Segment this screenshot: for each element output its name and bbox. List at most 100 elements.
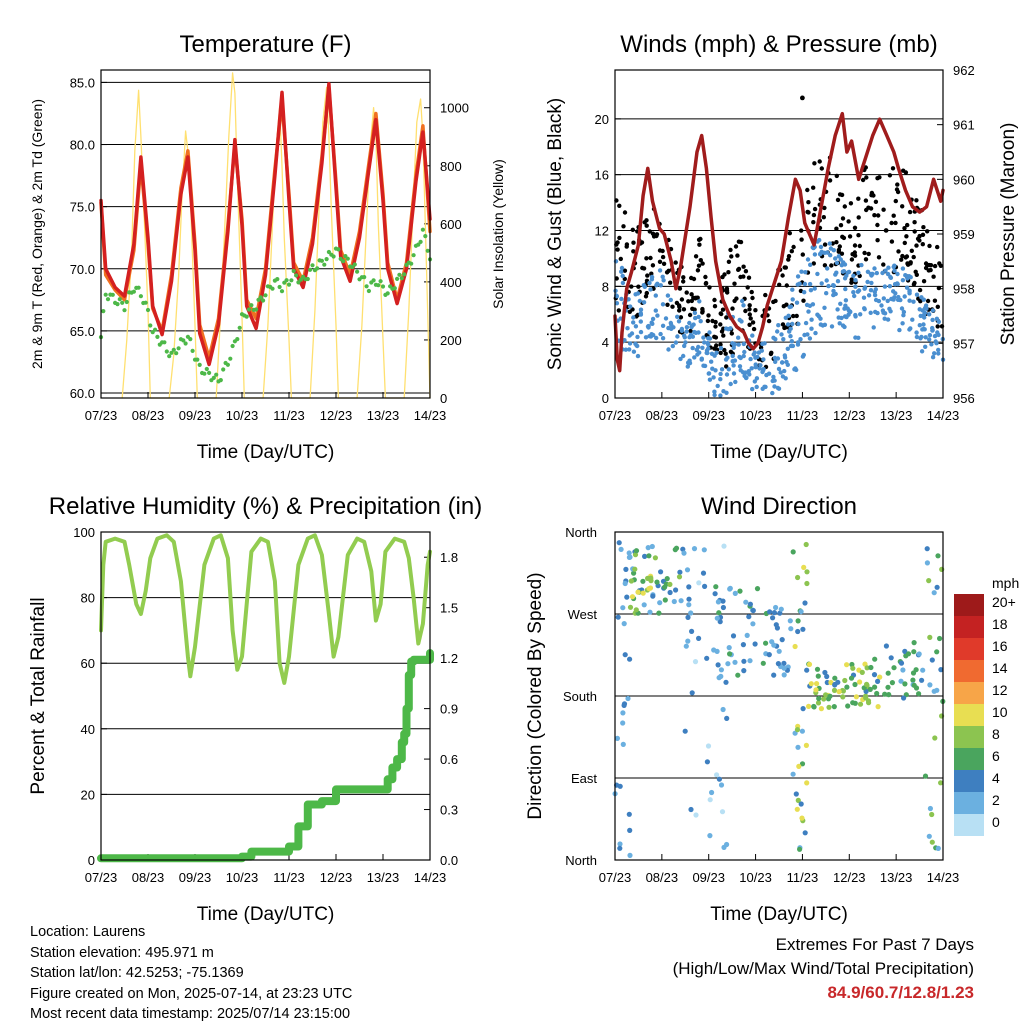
wind-point bbox=[930, 355, 936, 360]
direction-point bbox=[929, 839, 935, 845]
direction-point bbox=[811, 704, 817, 710]
gust-point bbox=[834, 173, 839, 179]
direction-point bbox=[685, 638, 691, 644]
gust-point bbox=[805, 187, 810, 193]
wind-point bbox=[818, 322, 823, 327]
t2m-line bbox=[99, 81, 432, 367]
wind-point bbox=[785, 362, 790, 367]
gust-point bbox=[763, 292, 768, 298]
dewpoint-point bbox=[277, 284, 282, 290]
wind-point bbox=[785, 346, 790, 351]
x-tick-label: 10/23 bbox=[739, 408, 772, 423]
gust-point bbox=[687, 312, 693, 318]
colorbar-label: 8 bbox=[992, 726, 1000, 742]
wind-point bbox=[676, 319, 682, 324]
gust-point bbox=[791, 313, 796, 319]
wind-point bbox=[696, 344, 701, 350]
wind-point bbox=[719, 367, 725, 372]
gust-point bbox=[840, 234, 845, 239]
direction-point bbox=[844, 684, 850, 690]
dewpoint-point bbox=[176, 346, 181, 351]
dewpoint-point bbox=[246, 307, 252, 312]
wind-point bbox=[693, 315, 698, 321]
wind-point bbox=[650, 316, 656, 322]
wind-point bbox=[833, 291, 838, 297]
direction-point bbox=[676, 574, 683, 580]
wind-point bbox=[842, 262, 848, 267]
direction-point bbox=[818, 706, 825, 712]
dewpoint-point bbox=[392, 286, 397, 291]
y2-tick-label: 957 bbox=[953, 336, 975, 351]
x-tick-label: 13/23 bbox=[367, 870, 400, 885]
panel-title: Temperature (F) bbox=[179, 31, 351, 58]
gust-point bbox=[724, 286, 730, 291]
direction-point bbox=[865, 698, 872, 704]
wind-point bbox=[787, 329, 792, 334]
y-tick-label: 0 bbox=[602, 391, 609, 406]
direction-point bbox=[635, 589, 641, 595]
direction-point bbox=[916, 691, 922, 697]
direction-point bbox=[835, 679, 841, 685]
y2-tick-label: 960 bbox=[953, 172, 975, 187]
wind-point bbox=[771, 374, 776, 380]
direction-point bbox=[713, 584, 719, 590]
direction-point bbox=[832, 675, 838, 681]
wind-point bbox=[690, 345, 695, 351]
dewpoint-point bbox=[214, 372, 219, 377]
wind-point bbox=[788, 343, 794, 349]
direction-point bbox=[633, 548, 640, 554]
direction-point bbox=[744, 632, 750, 639]
wind-point bbox=[645, 324, 651, 329]
direction-point bbox=[902, 648, 908, 655]
wind-point bbox=[822, 322, 828, 327]
y2-axis-label: Station Pressure (Maroon) bbox=[998, 123, 1019, 346]
x-tick-label: 13/23 bbox=[880, 870, 913, 885]
gust-point bbox=[862, 250, 867, 256]
direction-point bbox=[615, 614, 621, 620]
direction-point bbox=[720, 706, 726, 713]
wind-point bbox=[905, 276, 910, 281]
wind-point bbox=[629, 331, 635, 336]
wind-point bbox=[775, 356, 781, 361]
wind-point bbox=[907, 327, 912, 332]
y2-tick-label: 0.6 bbox=[440, 752, 458, 767]
direction-point bbox=[898, 678, 904, 684]
direction-point bbox=[797, 846, 803, 852]
wind-point bbox=[709, 351, 715, 356]
dewpoint-point bbox=[197, 362, 202, 367]
colorbar-swatch bbox=[954, 748, 984, 770]
direction-point bbox=[804, 780, 810, 786]
wind-point bbox=[699, 357, 704, 362]
direction-point bbox=[712, 591, 718, 597]
gust-point bbox=[713, 324, 718, 329]
direction-point bbox=[826, 704, 832, 710]
wind-point bbox=[918, 313, 923, 319]
dewpoint-point bbox=[270, 286, 275, 291]
wind-point bbox=[808, 262, 813, 267]
t9m-line bbox=[99, 86, 432, 360]
gust-point bbox=[695, 268, 701, 273]
direction-point bbox=[792, 643, 798, 650]
wind-point bbox=[845, 270, 851, 275]
direction-point bbox=[871, 672, 878, 678]
wind-point bbox=[695, 352, 700, 357]
direction-point bbox=[620, 710, 626, 716]
dewpoint-point bbox=[411, 253, 416, 258]
direction-point bbox=[716, 610, 722, 616]
x-tick-label: 08/23 bbox=[132, 408, 165, 423]
gust-point bbox=[822, 205, 827, 211]
gust-point bbox=[893, 198, 898, 204]
direction-point bbox=[875, 678, 881, 685]
y2-tick-label: 0 bbox=[440, 391, 447, 406]
colorbar-swatch bbox=[954, 770, 984, 792]
wind-point bbox=[851, 273, 856, 278]
gust-point bbox=[780, 273, 785, 278]
direction-point bbox=[816, 695, 822, 702]
gust-point bbox=[786, 257, 791, 262]
gust-point bbox=[900, 253, 905, 259]
wind-point bbox=[900, 266, 906, 271]
wind-point bbox=[707, 330, 712, 335]
colorbar-label: 20+ bbox=[992, 594, 1016, 610]
wind-point bbox=[638, 319, 643, 324]
y2-tick-label: 200 bbox=[440, 333, 462, 348]
